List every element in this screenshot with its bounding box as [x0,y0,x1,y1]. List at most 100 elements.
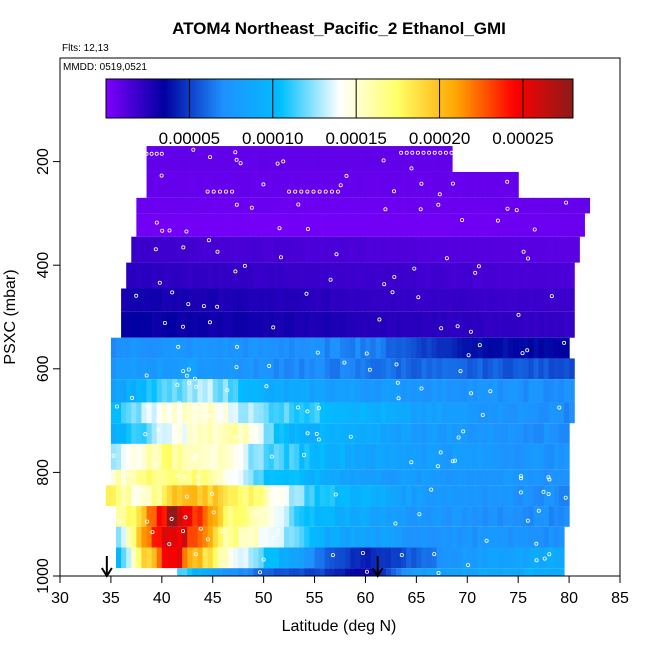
heatmap-cell [243,213,249,237]
heatmap-cell [462,485,468,507]
data-marker [187,380,192,385]
heatmap-cell [329,526,336,548]
heatmap-cell [390,485,397,507]
data-marker [296,202,301,207]
heatmap-cell [284,379,290,403]
heatmap-cell [263,443,270,470]
heatmap-cell [131,311,137,338]
data-marker [293,189,298,194]
heatmap-cell [212,423,219,444]
heatmap-cell [110,485,117,507]
heatmap-cell [426,288,433,312]
heatmap-cell [126,358,132,380]
heatmap-cell [385,379,392,403]
heatmap-cell [396,526,402,548]
heatmap-cell [166,506,173,527]
heatmap-cell [187,469,193,486]
heatmap-cell [319,146,326,172]
colorbar: 0.00005 0.00010 0.00015 0.00020 0.00025 [105,78,574,148]
heatmap-cell [192,197,199,214]
heatmap-cell [289,379,295,403]
heatmap-cell [452,213,458,237]
heatmap-cell [548,236,555,263]
heatmap-cell [212,402,219,424]
heatmap-cell [278,568,285,576]
heatmap-cell [202,469,209,486]
heatmap-cell [212,506,219,527]
heatmap-cell [238,288,244,312]
heatmap-cell [564,485,570,507]
heatmap-cell [543,358,550,380]
heatmap-cell [365,379,372,403]
heatmap-cell [431,288,438,312]
heatmap-cell [268,197,275,214]
heatmap-cell [482,213,489,237]
heatmap-cell [502,358,509,380]
heatmap-cell [513,402,519,424]
data-marker [193,453,198,458]
heatmap-cell [467,485,473,507]
heatmap-cell [472,197,479,214]
heatmap-cell [441,146,448,172]
heatmap-cell [177,402,183,424]
heatmap-cell [238,146,244,172]
data-marker [505,206,510,211]
heatmap-cell [523,526,529,548]
heatmap-cell [263,358,270,380]
heatmap-cell [126,337,132,359]
heatmap-cell [421,506,428,527]
heatmap-cell [177,485,183,507]
heatmap-cell [345,547,351,569]
heatmap-cell [222,526,229,548]
heatmap-cell [243,443,249,470]
heatmap-cell [513,379,519,403]
heatmap-cell [263,568,270,576]
heatmap-cell [172,423,178,444]
heatmap-cell [284,402,290,424]
heatmap-cell [406,379,412,403]
heatmap-cell [502,197,509,214]
heatmap-cell [452,337,458,359]
data-marker [393,521,398,526]
heatmap-cell [228,358,234,380]
heatmap-cell [477,547,484,569]
heatmap-cell [426,337,433,359]
heatmap-cell [411,213,417,237]
heatmap-cell [553,485,560,507]
data-marker [436,571,441,576]
heatmap-cell [202,526,209,548]
heatmap-cell [553,337,560,359]
heatmap-cell [441,547,448,569]
heatmap-cell [202,311,209,338]
heatmap-cell [508,337,514,359]
heatmap-cell [228,506,234,527]
heatmap-cell [253,171,260,198]
data-marker [316,437,321,442]
heatmap-cell [258,526,265,548]
heatmap-cell [411,311,417,338]
heatmap-cell [396,485,402,507]
heatmap-cell [309,485,316,507]
heatmap-cell [380,171,387,198]
data-marker [205,189,210,194]
heatmap-cell [548,402,555,424]
data-marker [184,229,189,234]
heatmap-cell [553,262,560,289]
heatmap-cell [548,337,555,359]
heatmap-cell [497,568,504,576]
heatmap-cell [426,526,433,548]
heatmap-cell [136,485,143,507]
heatmap-cell [467,506,473,527]
data-marker [432,552,437,557]
heatmap-cell [538,288,545,312]
heatmap-cell [345,311,351,338]
heatmap-cell [355,288,361,312]
heatmap-cell [396,547,402,569]
heatmap-cell [110,402,117,424]
heatmap-cell [446,568,453,576]
heatmap-cell [233,146,239,172]
heatmap-cell [182,213,188,237]
heatmap-cell [452,547,458,569]
heatmap-cell [319,262,326,289]
data-marker [209,491,214,496]
